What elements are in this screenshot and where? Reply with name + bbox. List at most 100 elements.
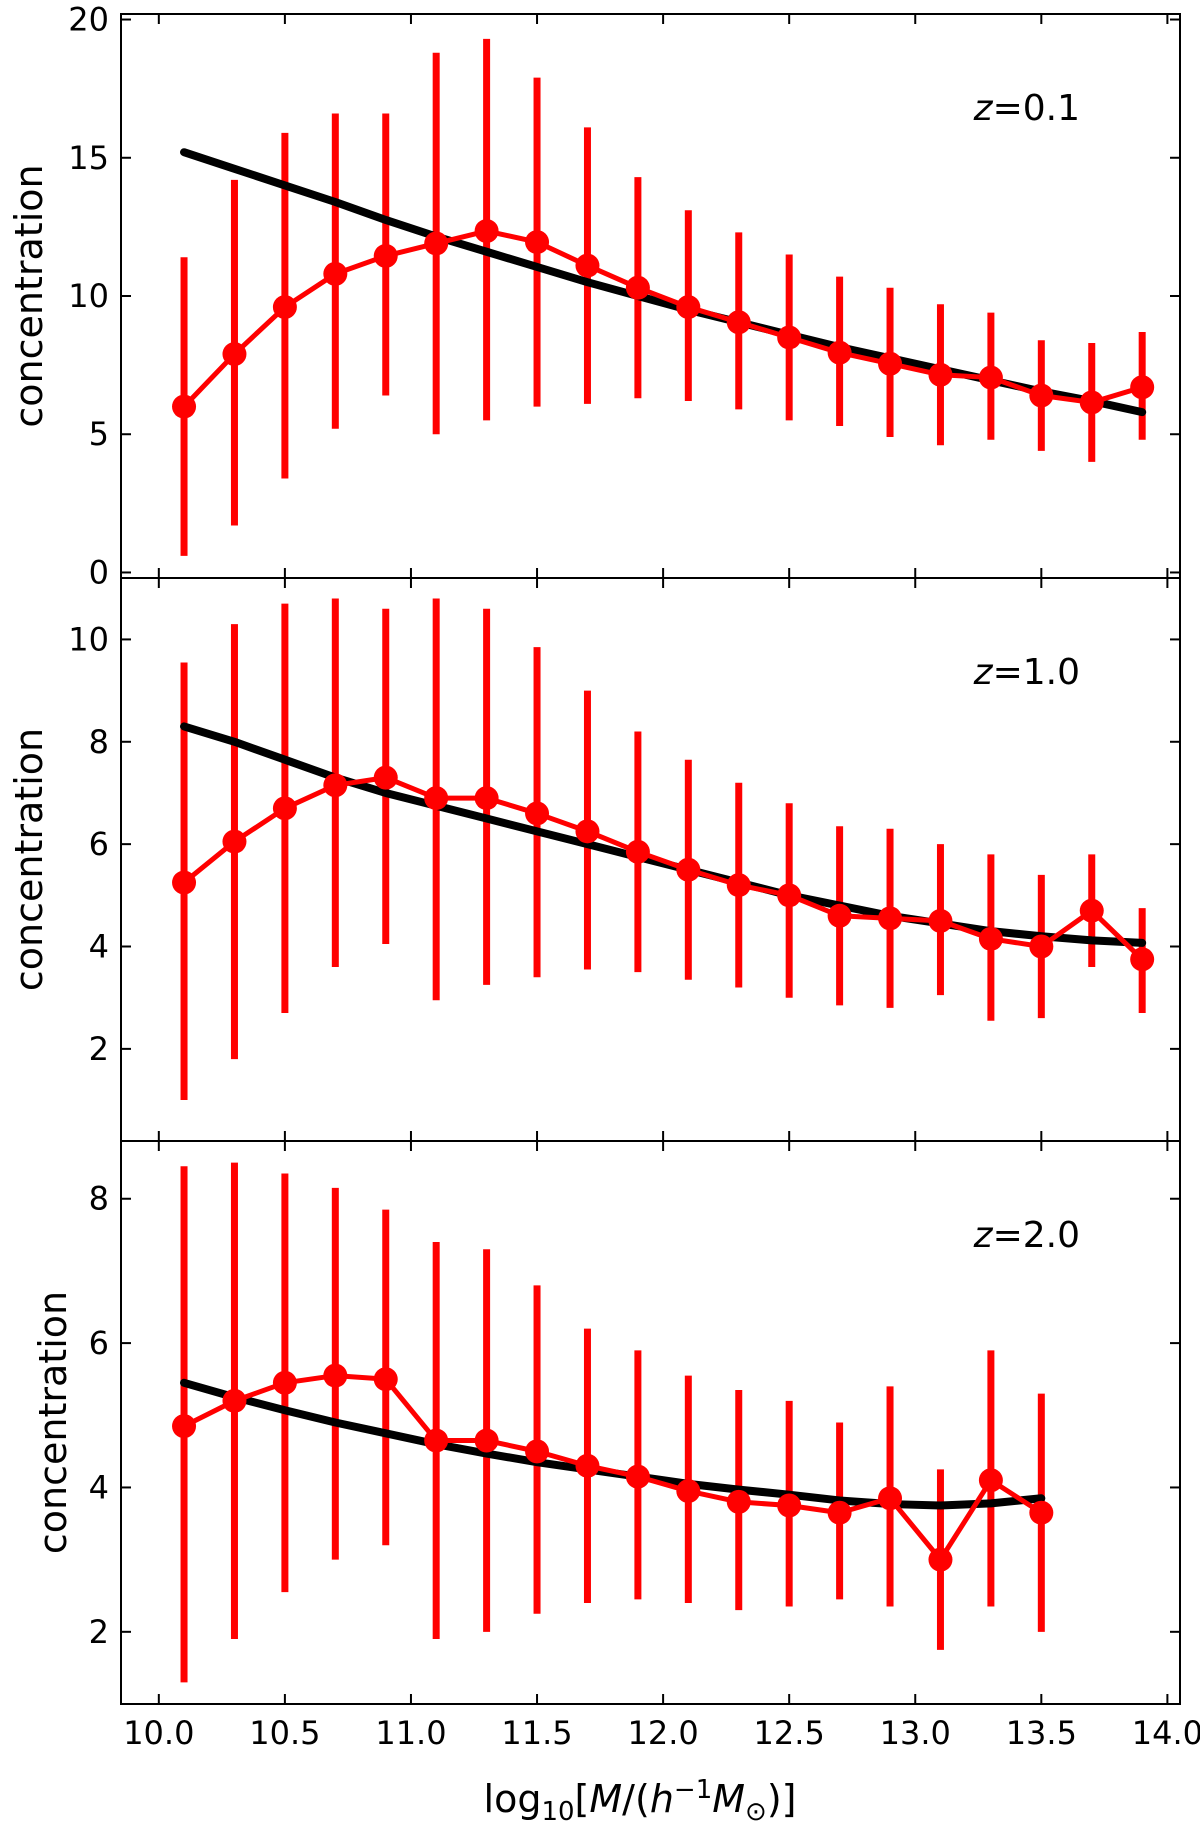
data-point <box>1130 947 1155 972</box>
data-point <box>726 310 751 335</box>
redshift-label: z=0.1 <box>973 88 1080 129</box>
data-point <box>323 1363 348 1388</box>
model-line <box>180 722 1147 947</box>
data-point <box>323 773 348 798</box>
data-point <box>827 1500 852 1525</box>
data-point <box>827 903 852 928</box>
data-point <box>928 1547 953 1572</box>
x-tick-label: 13.5 <box>1006 1714 1077 1752</box>
data-point <box>525 230 550 255</box>
redshift-value: =0.1 <box>993 88 1080 129</box>
x-tick-label: 11.0 <box>375 1714 446 1752</box>
redshift-var: z <box>973 1215 994 1256</box>
data-point <box>878 351 903 376</box>
panel-z2.0: 10.0 10.5 11.0 11.5 12.0 12.5 13.0 13.5 14.0 2 4 6 8… <box>31 1140 1200 1752</box>
y-axis-label: concentration <box>7 164 51 427</box>
data-point <box>474 219 499 244</box>
redshift-var: z <box>973 652 994 693</box>
y-tick-label: 6 <box>89 1324 109 1362</box>
data-point <box>424 786 449 811</box>
measured-line <box>182 1373 1043 1563</box>
model-line <box>180 1378 1046 1510</box>
data-point <box>222 342 247 367</box>
y-tick-label: 2 <box>89 1030 109 1068</box>
y-tick-label: 10 <box>68 277 109 315</box>
y-tick-label: 5 <box>89 415 109 453</box>
x-tick-label: 10.5 <box>249 1714 320 1752</box>
y-tick-label: 4 <box>89 1468 109 1506</box>
data-point <box>978 1468 1003 1493</box>
data-point <box>575 1453 600 1478</box>
x-tick-label: 14.0 <box>1132 1714 1200 1752</box>
data-point <box>373 1367 398 1392</box>
data-point <box>172 1414 197 1439</box>
data-point <box>575 253 600 278</box>
x-tick-label: 12.5 <box>754 1714 825 1752</box>
y-tick-label: 8 <box>89 1180 109 1218</box>
data-point <box>373 765 398 790</box>
y-tick-label: 6 <box>89 825 109 863</box>
y-tick-label: 8 <box>89 723 109 761</box>
redshift-label: z=1.0 <box>973 652 1080 693</box>
y-tick-label: 10 <box>68 620 109 658</box>
data-point <box>625 839 650 864</box>
data-point <box>726 1489 751 1514</box>
data-point <box>474 1428 499 1453</box>
data-point <box>827 340 852 365</box>
y-tick-label: 0 <box>89 553 109 591</box>
redshift-value: =1.0 <box>993 652 1080 693</box>
data-point <box>424 1428 449 1453</box>
data-point <box>575 819 600 844</box>
data-point <box>424 231 449 256</box>
data-point <box>222 829 247 854</box>
x-tick-label: 12.0 <box>627 1714 698 1752</box>
data-point <box>1130 375 1155 400</box>
data-point <box>272 295 297 320</box>
data-point <box>726 873 751 898</box>
y-axis-label: concentration <box>7 728 51 991</box>
data-point <box>777 1493 802 1518</box>
data-point <box>878 1486 903 1511</box>
data-point <box>625 1464 650 1489</box>
x-axis-label: log10[M/(h−1M⊙)] <box>484 1775 797 1825</box>
y-axis-label: concentration <box>31 1291 75 1554</box>
data-point <box>978 926 1003 951</box>
axes-frame <box>120 1140 1181 1705</box>
data-point <box>172 870 197 895</box>
data-point <box>878 906 903 931</box>
data-point <box>525 1439 550 1464</box>
data-point <box>1029 383 1054 408</box>
data-point <box>978 365 1003 390</box>
y-tick-label: 20 <box>68 1 109 39</box>
redshift-label: z=2.0 <box>973 1215 1080 1256</box>
redshift-var: z <box>973 88 994 129</box>
data-point <box>323 261 348 286</box>
data-point <box>1079 898 1104 923</box>
panel-z0.1: 0 5 10 15 20 concentration z=0.1 <box>7 1 1181 591</box>
data-point <box>777 325 802 350</box>
data-point <box>222 1388 247 1413</box>
data-point <box>1079 390 1104 415</box>
data-point <box>928 908 953 933</box>
data-point <box>777 883 802 908</box>
y-tick-label: 2 <box>89 1613 109 1651</box>
data-point <box>625 275 650 300</box>
data-point <box>676 295 701 320</box>
redshift-value: =2.0 <box>993 1215 1080 1256</box>
y-tick-label: 4 <box>89 928 109 966</box>
x-tick-label: 11.5 <box>501 1714 572 1752</box>
data-point <box>676 1479 701 1504</box>
data-point <box>1029 934 1054 959</box>
data-point <box>474 786 499 811</box>
data-point <box>272 796 297 821</box>
data-point <box>1029 1500 1054 1525</box>
data-point <box>172 394 197 419</box>
y-tick-label: 15 <box>68 139 109 177</box>
data-point <box>676 857 701 882</box>
data-point <box>373 243 398 268</box>
data-point <box>928 362 953 387</box>
data-point <box>272 1370 297 1395</box>
data-point <box>525 801 550 826</box>
panel-z1.0: 2 4 6 8 10 concentration z=1.0 <box>7 577 1181 1142</box>
